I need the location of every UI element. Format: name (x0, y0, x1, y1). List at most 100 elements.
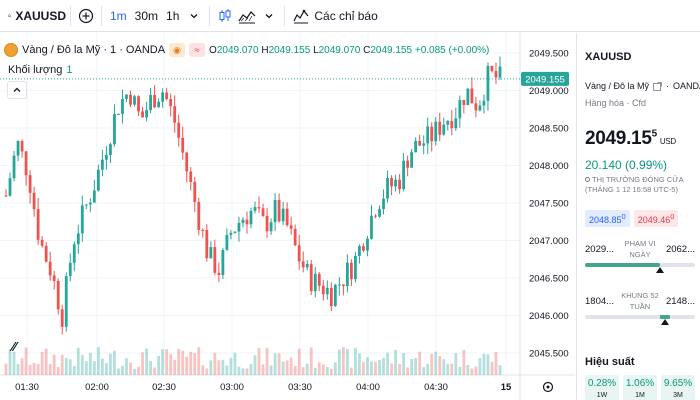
candle-body (257, 207, 261, 209)
candle-body (16, 141, 20, 156)
details-symbol[interactable]: XAUUSD (585, 51, 632, 63)
collapse-legend-button[interactable] (7, 81, 27, 99)
search-icon (8, 13, 12, 18)
bid-sup: 0 (621, 212, 626, 221)
candle-body (84, 204, 88, 206)
candle-body (470, 88, 474, 104)
legend-settings-button[interactable]: ≈ (189, 43, 206, 57)
volume-bar (80, 354, 84, 375)
bid-value: 2048.85 (589, 215, 622, 225)
candle (265, 207, 269, 238)
chart-pane[interactable]: 2049.500 2049.000 2048.500 2048.000 2047.500… (0, 33, 575, 400)
volume-bar (209, 360, 213, 375)
candle-body (145, 110, 148, 118)
price-tick-label: 2046.000 (529, 311, 569, 322)
perf-card-3m[interactable]: 9.65% 3M (661, 375, 695, 400)
volume-bar (474, 366, 478, 375)
legend-title[interactable]: Vàng / Đô la Mỹ · 1 · OANDA (22, 44, 166, 56)
volume-bar (309, 347, 313, 375)
candle-body (92, 190, 96, 203)
interval-dropdown-button[interactable] (183, 5, 205, 27)
perf-label: 1W (596, 392, 608, 399)
price-chart[interactable]: 2049.500 2049.000 2048.500 2048.000 2047.500… (0, 33, 575, 400)
interval-1m[interactable]: 1m (110, 8, 127, 23)
candle (297, 234, 301, 270)
price-tick-label: 2047.500 (529, 199, 569, 210)
high-value: 2049.155 (268, 44, 311, 56)
perf-value: 0.28% (587, 378, 617, 389)
candle (289, 216, 293, 235)
volume-bar (265, 347, 269, 375)
perf-card-1w[interactable]: 0.28% 1W (585, 375, 619, 400)
candle-body (337, 284, 341, 286)
candle (241, 217, 245, 228)
candle (345, 254, 349, 293)
interval-30m[interactable]: 30m (134, 8, 159, 23)
volume-bar (378, 359, 381, 375)
candle (281, 201, 285, 226)
current-price-badge (521, 71, 569, 86)
dot-separator: · (666, 81, 670, 91)
candle (165, 87, 169, 101)
candle (225, 228, 229, 251)
candle-body (273, 199, 277, 223)
perf-card-1m[interactable]: 1.06% 1M (623, 375, 657, 400)
candle (325, 280, 329, 300)
candle (24, 150, 28, 186)
volume-bar (32, 362, 36, 375)
bid-price[interactable]: 2048.850 (585, 210, 630, 227)
symbol-search-button[interactable]: XAUUSD (0, 9, 66, 23)
candle (450, 110, 454, 136)
external-link-icon[interactable] (653, 81, 662, 91)
time-tick-label: 04:00 (356, 382, 380, 393)
symbol-details-panel: XAUUSD Vàng / Đô la Mỹ · OANDA Hàng hóa … (576, 33, 700, 400)
candle-body (261, 208, 265, 216)
candle (205, 224, 209, 262)
candle-body (28, 175, 32, 193)
candle (434, 117, 438, 146)
interval-1h[interactable]: 1h (166, 8, 180, 23)
bar-style-button[interactable] (214, 5, 236, 27)
candle-body (241, 219, 245, 223)
candle (109, 142, 112, 163)
time-tick-label: 01:30 (15, 382, 39, 393)
candle-body (105, 154, 108, 160)
volume-bar (329, 368, 333, 375)
ask-sup: 0 (670, 212, 675, 221)
candle-body (446, 121, 450, 125)
candle-body (486, 65, 490, 101)
candle (486, 62, 490, 111)
legend-eye-button[interactable]: ◉ (169, 43, 186, 57)
candle-body (133, 96, 136, 105)
ask-price[interactable]: 2049.460 (633, 210, 679, 227)
compare-symbol-button[interactable] (75, 5, 97, 27)
open-label: O (209, 44, 217, 56)
price-tick-label: 2048.500 (529, 124, 569, 135)
candle-body (285, 208, 289, 226)
candle (92, 179, 96, 203)
candle-body (341, 284, 345, 287)
volume-bar (137, 366, 140, 375)
candle-body (438, 121, 442, 135)
volume-bar (462, 349, 466, 375)
area-style-button[interactable] (236, 5, 258, 27)
candle (161, 88, 165, 108)
high-label: H (261, 44, 269, 56)
candle-body (466, 88, 470, 106)
candle (229, 230, 233, 240)
candle-body (329, 287, 333, 306)
chart-type-dropdown-button[interactable] (258, 5, 280, 27)
candle-body (313, 273, 317, 292)
candle (221, 247, 225, 279)
plus-circle-icon (78, 8, 94, 23)
candle-body (430, 126, 434, 142)
tradingview-logo-icon: ⁄⁄ (9, 339, 19, 354)
candle (217, 262, 221, 282)
candle-body (52, 275, 56, 281)
volume-bar (64, 358, 68, 375)
candle (321, 279, 325, 301)
candle-body (410, 152, 414, 168)
indicators-button[interactable]: Các chỉ báo (289, 4, 381, 28)
volume-bar (301, 367, 305, 375)
current-price-label: 2049.155 (525, 74, 565, 85)
